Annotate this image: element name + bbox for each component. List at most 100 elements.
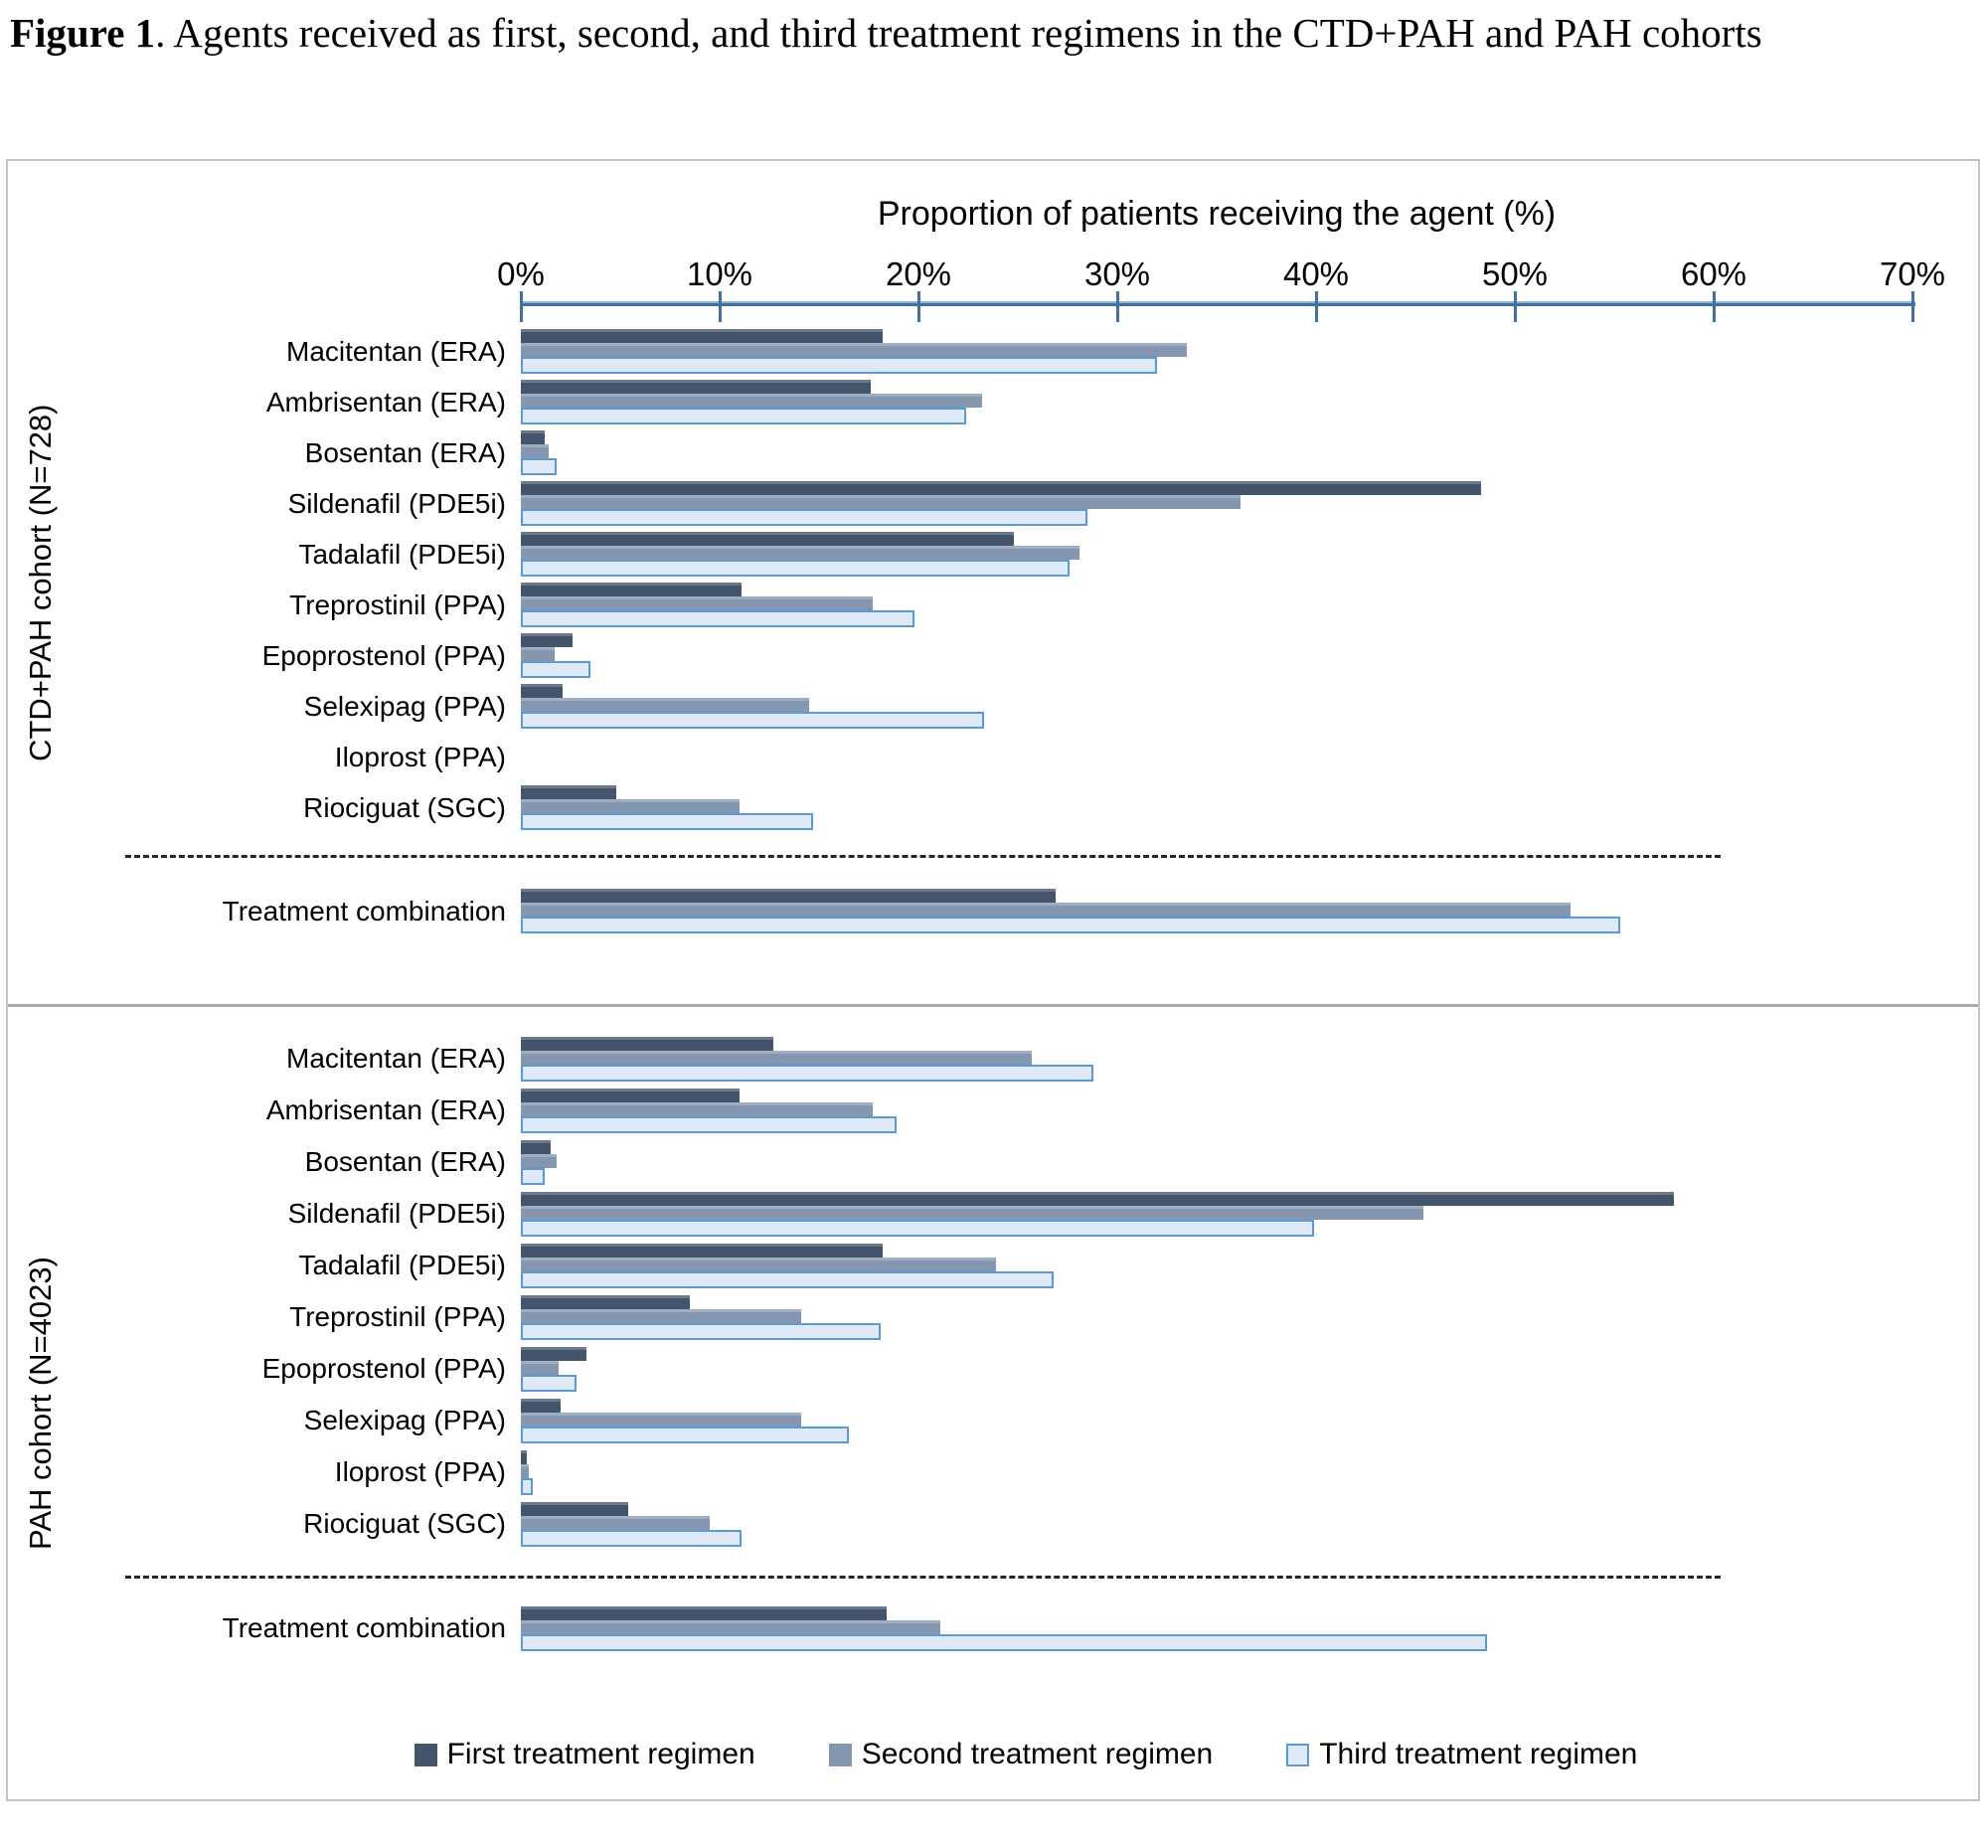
second-regimen-bar — [521, 799, 740, 813]
bar-group — [521, 1036, 1093, 1082]
x-axis-tick-label: 40% — [1282, 255, 1350, 292]
third-regimen-bar — [521, 1374, 577, 1392]
first-regimen-bar — [521, 1605, 887, 1620]
first-regimen-bar — [521, 1346, 586, 1361]
bar-group — [521, 684, 984, 729]
agent-row: Ambrisentan (ERA) — [74, 377, 1978, 427]
first-regimen-swatch-icon — [414, 1743, 437, 1766]
legend-item-second-regimen: Second treatment regimen — [828, 1738, 1214, 1771]
agent-row: Iloprost (PPA) — [74, 1446, 1978, 1498]
treatment-combination-row: Treatment combination — [74, 1602, 1978, 1654]
first-regimen-bar — [521, 329, 883, 343]
third-regimen-bar — [521, 712, 984, 729]
legend-label: Second treatment regimen — [861, 1738, 1214, 1770]
bar-group — [521, 430, 557, 475]
x-axis-tick-mark — [1911, 291, 1914, 322]
first-regimen-bar — [521, 889, 1056, 903]
bar-group — [521, 1139, 557, 1185]
third-regimen-bar — [521, 458, 557, 475]
x-axis-tick-mark — [917, 291, 920, 322]
second-regimen-bar — [521, 1515, 710, 1530]
first-regimen-bar — [521, 1398, 561, 1413]
agent-label: Selexipag (PPA) — [303, 1405, 506, 1435]
agent-label: Macitentan (ERA) — [286, 1043, 506, 1074]
first-regimen-bar — [521, 430, 545, 444]
agent-row: Tadalafil (PDE5i) — [74, 1240, 1978, 1291]
agent-row: Riociguat (SGC) — [74, 1498, 1978, 1550]
ctd-pah-cohort-plot-area: Proportion of patients receiving the age… — [74, 161, 1978, 1004]
treatment-combination-label: Treatment combination — [222, 1612, 506, 1643]
ctd-pah-cohort-axis-label: CTD+PAH cohort (N=728) — [23, 404, 58, 761]
agent-label: Tadalafil (PDE5i) — [298, 1250, 506, 1280]
second-regimen-bar — [521, 647, 555, 661]
x-axis-tick-mark — [1116, 291, 1119, 322]
second-regimen-bar — [521, 495, 1241, 509]
second-regimen-bar — [521, 394, 982, 408]
bar-group — [521, 481, 1481, 526]
third-regimen-bar — [521, 1477, 533, 1495]
agent-label: Riociguat (SGC) — [303, 791, 506, 823]
third-regimen-bar — [521, 1219, 1314, 1237]
agent-label: Selexipag (PPA) — [303, 690, 506, 722]
pah-cohort-axis-label: PAH cohort (N=4023) — [23, 1257, 58, 1550]
second-regimen-bar — [521, 1205, 1423, 1220]
bar-group — [521, 583, 914, 627]
first-regimen-bar — [521, 1243, 883, 1258]
first-regimen-bar — [521, 481, 1481, 495]
agent-row: Iloprost (PPA) — [74, 732, 1978, 782]
first-regimen-bar — [521, 684, 563, 698]
agent-row: Bosentan (ERA) — [74, 1136, 1978, 1188]
third-regimen-bar — [521, 1064, 1093, 1082]
third-regimen-bar — [521, 408, 966, 424]
agent-label: Bosentan (ERA) — [304, 436, 506, 468]
second-regimen-swatch-icon — [828, 1743, 852, 1766]
x-axis-line — [520, 291, 1915, 322]
second-regimen-bar — [521, 1619, 940, 1634]
first-regimen-bar — [521, 785, 616, 799]
agent-row: Selexipag (PPA) — [74, 681, 1978, 732]
agent-label: Sildenafil (PDE5i) — [287, 487, 506, 519]
second-regimen-bar — [521, 1257, 996, 1271]
second-regimen-bar — [521, 343, 1187, 357]
third-regimen-swatch-icon — [1286, 1743, 1310, 1766]
agent-bar-rows: Macitentan (ERA) Ambrisentan (ERA) Bosenta… — [74, 1033, 1978, 1550]
second-regimen-bar — [521, 1412, 801, 1427]
first-regimen-bar — [521, 1501, 628, 1516]
bar-group — [521, 1191, 1674, 1237]
treatment-combination-row: Treatment combination — [74, 886, 1978, 936]
first-regimen-bar — [521, 1191, 1674, 1206]
agent-row: Macitentan (ERA) — [74, 1033, 1978, 1085]
agent-label: Treprostinil (PPA) — [289, 1301, 506, 1332]
agent-row: Bosentan (ERA) — [74, 427, 1978, 478]
second-regimen-bar — [521, 1463, 529, 1478]
third-regimen-bar — [521, 560, 1070, 577]
agent-label: Ambrisentan (ERA) — [265, 1094, 506, 1125]
agent-row: Macitentan (ERA) — [74, 326, 1978, 377]
agent-label: Iloprost (PPA) — [334, 1456, 506, 1487]
third-regimen-bar — [521, 1167, 545, 1185]
agent-label: Macitentan (ERA) — [286, 335, 506, 367]
bar-group — [521, 1501, 742, 1547]
x-axis-tick-label: 30% — [1083, 255, 1151, 292]
third-regimen-bar — [521, 1115, 897, 1133]
bar-group — [521, 633, 590, 678]
bar-group — [521, 1088, 897, 1133]
agent-row: Selexipag (PPA) — [74, 1395, 1978, 1446]
third-regimen-bar — [521, 813, 813, 830]
agent-bar-rows: Macitentan (ERA) Ambrisentan (ERA) Bosenta… — [74, 326, 1978, 833]
ctd-pah-cohort-panel: CTD+PAH cohort (N=728) Proportion of pat… — [8, 161, 1978, 1007]
first-regimen-bar — [521, 1294, 690, 1309]
first-regimen-bar — [521, 380, 871, 394]
first-regimen-bar — [521, 1139, 551, 1154]
legend-label: First treatment regimen — [446, 1738, 755, 1770]
x-axis-tick-label: 0% — [497, 255, 545, 292]
pah-cohort-plot-area: Macitentan (ERA) Ambrisentan (ERA) Bosenta… — [74, 1007, 1978, 1799]
third-regimen-bar — [521, 661, 590, 678]
agent-row: Riociguat (SGC) — [74, 782, 1978, 833]
x-axis-tick-label: 10% — [686, 255, 753, 292]
second-regimen-bar — [521, 546, 1079, 560]
third-regimen-bar — [521, 1633, 1487, 1651]
bar-group — [521, 1294, 881, 1340]
bar-group — [521, 889, 1620, 933]
agent-row: Treprostinil (PPA) — [74, 580, 1978, 630]
